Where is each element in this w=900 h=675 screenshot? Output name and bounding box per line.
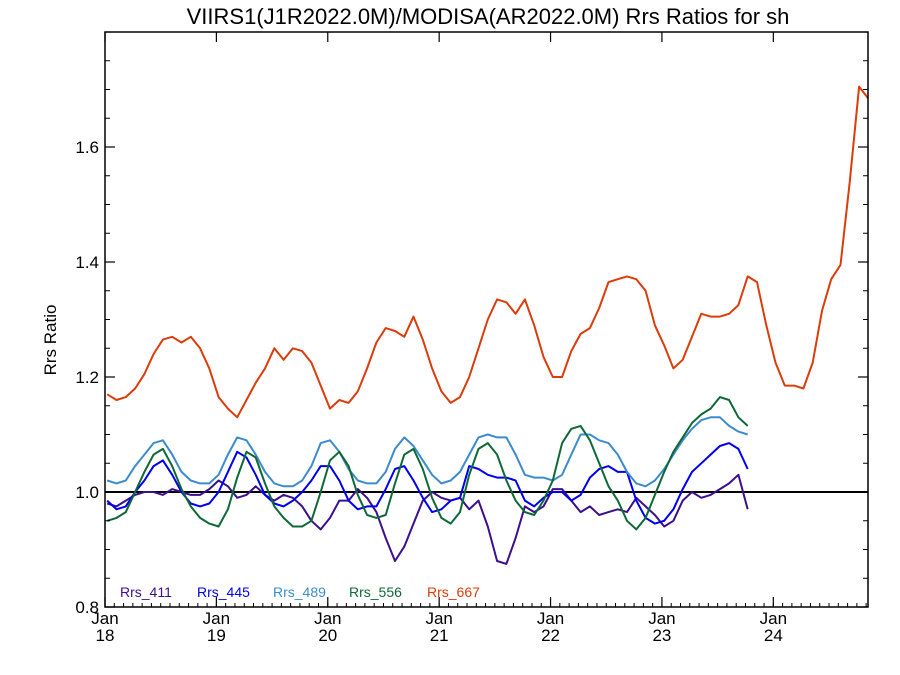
x-tick-label-month: Jan: [203, 609, 230, 628]
x-tick-label-month: Jan: [648, 609, 675, 628]
y-tick-label: 1.6: [75, 138, 99, 157]
y-axis-label: Rrs Ratio: [41, 305, 60, 376]
series-line-rrs-411: [106, 473, 749, 565]
legend: Rrs_411 Rrs_445 Rrs_489 Rrs_556 Rrs_667: [120, 584, 480, 600]
legend-entry-rrs-667: Rrs_667: [427, 584, 480, 600]
x-tick-label-month: Jan: [537, 609, 564, 628]
legend-entry-rrs-411: Rrs_411: [120, 584, 172, 600]
x-tick-label-year: 21: [430, 626, 449, 645]
x-tick-label-year: 18: [96, 626, 115, 645]
x-tick-label-year: 19: [207, 626, 226, 645]
y-tick-label: 0.8: [75, 598, 99, 617]
x-tick-label-year: 22: [541, 626, 560, 645]
chart-title: VIIRS1(J1R2022.0M)/MODISA(AR2022.0M) Rrs…: [187, 4, 790, 29]
series-line-rrs-556: [106, 396, 749, 531]
series-line-rrs-489: [106, 416, 748, 488]
x-tick-label-year: 20: [318, 626, 337, 645]
x-tick-label-month: Jan: [91, 609, 118, 628]
y-tick-label: 1.2: [75, 368, 99, 387]
x-tick-label-month: Jan: [425, 609, 452, 628]
y-tick-label: 1.0: [75, 483, 99, 502]
y-tick-label: 1.4: [75, 253, 99, 272]
legend-entry-rrs-489: Rrs_489: [273, 584, 326, 600]
series-group: [106, 85, 869, 565]
x-tick-label-month: Jan: [760, 609, 787, 628]
x-tick-label-year: 23: [652, 626, 671, 645]
y-axis-ticks: 0.8 1.0 1.2 1.4 1.6: [75, 31, 868, 617]
legend-entry-rrs-556: Rrs_556: [349, 584, 402, 600]
x-tick-label-month: Jan: [314, 609, 341, 628]
series-line-rrs-445: [106, 442, 749, 525]
series-line-rrs-667: [106, 85, 869, 419]
legend-entry-rrs-445: Rrs_445: [197, 584, 250, 600]
x-tick-label-year: 24: [764, 626, 783, 645]
